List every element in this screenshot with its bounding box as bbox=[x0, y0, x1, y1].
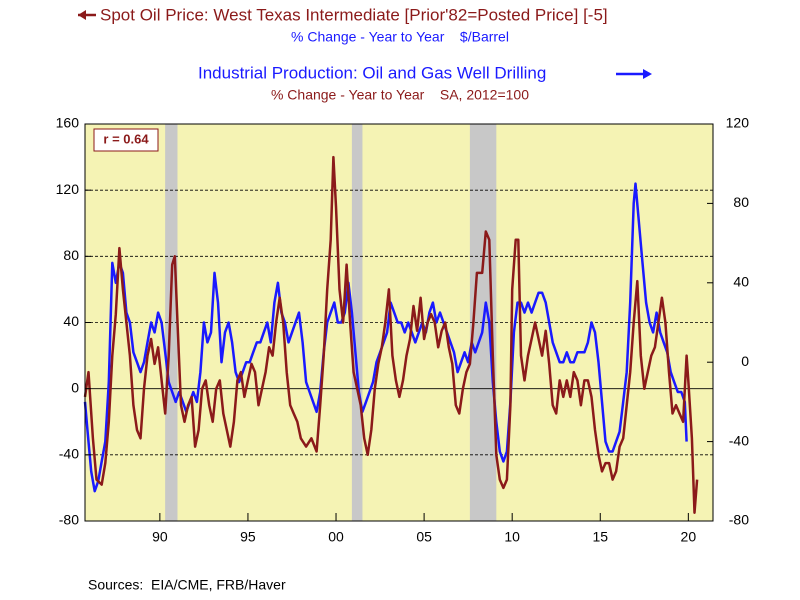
x-tick-label: 15 bbox=[592, 529, 608, 545]
y2-tick-label: 120 bbox=[726, 115, 750, 131]
y2-tick-label: 0 bbox=[741, 353, 749, 369]
y2-tick-label: -40 bbox=[729, 432, 749, 448]
series-line bbox=[83, 182, 688, 493]
x-tick-label: 10 bbox=[504, 529, 520, 545]
y-tick-label: -40 bbox=[59, 446, 79, 462]
y-tick-label: 40 bbox=[63, 313, 79, 329]
y2-tick-label: 80 bbox=[733, 194, 749, 210]
y2-tick-label: -80 bbox=[729, 512, 749, 528]
legend-arrow-head bbox=[643, 69, 652, 79]
y-tick-label: 0 bbox=[71, 379, 79, 395]
title-line: Spot Oil Price: West Texas Intermediate … bbox=[100, 5, 608, 24]
y-tick-label: 120 bbox=[56, 181, 80, 197]
x-tick-label: 90 bbox=[152, 529, 168, 545]
legend-arrow-head bbox=[78, 10, 86, 20]
y-tick-label: -80 bbox=[59, 512, 79, 528]
x-tick-label: 05 bbox=[416, 529, 432, 545]
y-tick-label: 160 bbox=[56, 115, 80, 131]
y-tick-label: 80 bbox=[63, 247, 79, 263]
source-note: Sources: EIA/CME, FRB/Haver bbox=[88, 577, 286, 593]
x-tick-label: 00 bbox=[328, 529, 344, 545]
title-line: Industrial Production: Oil and Gas Well … bbox=[198, 63, 546, 82]
annotation: r = 0.64 bbox=[103, 131, 149, 146]
x-tick-label: 95 bbox=[240, 529, 256, 545]
y2-tick-label: 40 bbox=[733, 274, 749, 290]
subtitle-line: % Change - Year to Year $/Barrel bbox=[291, 29, 509, 45]
subtitle-line: % Change - Year to Year SA, 2012=100 bbox=[271, 87, 529, 103]
series-line bbox=[83, 155, 699, 514]
annotation-box bbox=[93, 128, 159, 152]
x-tick-label: 20 bbox=[681, 529, 697, 545]
